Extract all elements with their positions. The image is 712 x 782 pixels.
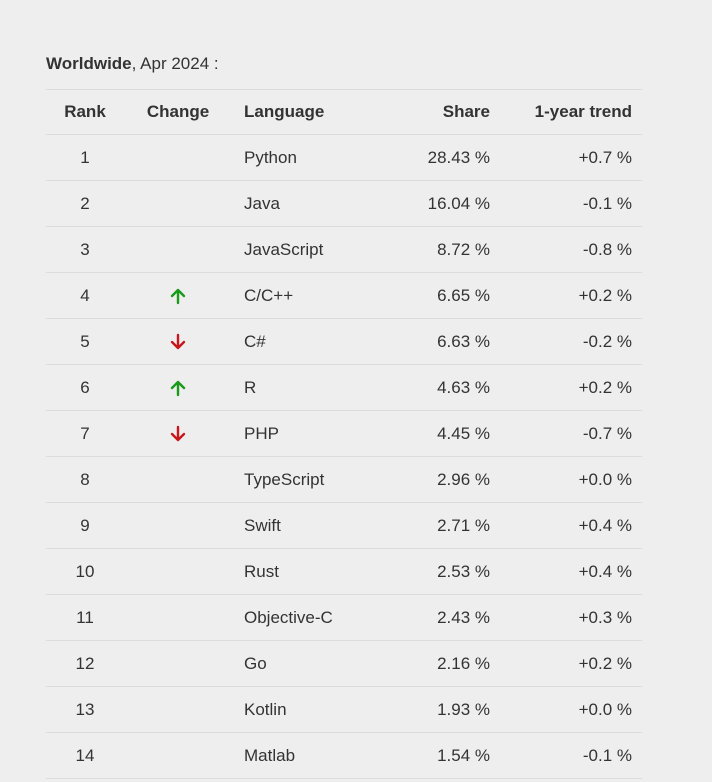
share-cell: 6.63 % [437,331,490,351]
rank-cell: 6 [80,377,90,397]
share-cell: 4.45 % [437,423,490,443]
trend-cell: +0.4 % [578,515,632,535]
change-cell [124,332,232,352]
trend-cell: -0.1 % [582,745,632,765]
table-row: 8 TypeScript 2.96 % +0.0 % [46,457,642,503]
table-row: 13 Kotlin 1.93 % +0.0 % [46,687,642,733]
rank-cell: 14 [75,745,95,765]
arrow-down-icon [170,333,186,349]
trend-cell: +0.0 % [578,699,632,719]
trend-cell: +0.7 % [578,147,632,167]
language-cell: Java [244,193,280,213]
header-trend: 1-year trend [534,102,632,121]
share-cell: 2.96 % [437,469,490,489]
share-cell: 2.71 % [437,515,490,535]
trend-cell: +0.0 % [578,469,632,489]
share-cell: 2.16 % [437,653,490,673]
rank-cell: 1 [80,147,90,167]
change-cell [124,286,232,306]
rank-cell: 2 [80,193,90,213]
rank-cell: 9 [80,515,90,535]
language-cell: R [244,377,257,397]
rank-cell: 13 [75,699,95,719]
share-cell: 8.72 % [437,239,490,259]
rank-cell: 12 [75,653,95,673]
language-cell: Matlab [244,745,296,765]
language-cell: C# [244,331,266,351]
language-ranking-table: Rank Change Language Share 1-year trend … [46,89,642,779]
table-row: 10 Rust 2.53 % +0.4 % [46,549,642,595]
language-cell: Python [244,147,297,167]
rank-cell: 3 [80,239,90,259]
language-cell: Kotlin [244,699,287,719]
trend-cell: -0.7 % [582,423,632,443]
language-cell: C/C++ [244,285,294,305]
change-cell [124,424,232,444]
table-row: 6 R 4.63 % +0.2 % [46,365,642,411]
rank-cell: 11 [76,607,94,627]
table-row: 4 C/C++ 6.65 % +0.2 % [46,273,642,319]
rank-cell: 5 [80,331,90,351]
table-row: 1 Python 28.43 % +0.7 % [46,135,642,181]
caption-date: , Apr 2024 : [131,54,219,73]
table-header-row: Rank Change Language Share 1-year trend [46,89,642,135]
language-cell: JavaScript [244,239,324,259]
header-change: Change [146,102,210,121]
trend-cell: +0.3 % [578,607,632,627]
change-cell [124,378,232,398]
trend-cell: +0.2 % [578,285,632,305]
table-row: 11 Objective-C 2.43 % +0.3 % [46,595,642,641]
language-cell: TypeScript [244,469,325,489]
header-language: Language [244,102,325,121]
table-row: 12 Go 2.16 % +0.2 % [46,641,642,687]
table-row: 5 C# 6.63 % -0.2 % [46,319,642,365]
trend-cell: +0.2 % [578,653,632,673]
table-caption: Worldwide, Apr 2024 : [46,53,219,75]
trend-cell: -0.1 % [582,193,632,213]
header-share: Share [442,102,490,121]
share-cell: 2.43 % [437,607,490,627]
share-cell: 16.04 % [427,193,490,213]
rank-cell: 7 [80,423,90,443]
table-row: 2 Java 16.04 % -0.1 % [46,181,642,227]
share-cell: 1.93 % [437,699,490,719]
language-cell: Objective-C [244,607,333,627]
rank-cell: 8 [80,469,90,489]
table-row: 14 Matlab 1.54 % -0.1 % [46,733,642,779]
trend-cell: +0.2 % [578,377,632,397]
table-row: 9 Swift 2.71 % +0.4 % [46,503,642,549]
rank-cell: 4 [80,285,90,305]
language-cell: Go [244,653,267,673]
share-cell: 1.54 % [437,745,490,765]
share-cell: 28.43 % [427,147,490,167]
trend-cell: -0.2 % [582,331,632,351]
caption-region: Worldwide [46,54,132,73]
trend-cell: -0.8 % [582,239,632,259]
language-cell: PHP [244,423,279,443]
table-body: 1 Python 28.43 % +0.7 % 2 Java 16.04 % -0.1 % 3 J… [46,135,642,779]
table-row: 7 PHP 4.45 % -0.7 % [46,411,642,457]
share-cell: 4.63 % [437,377,490,397]
arrow-down-icon [170,425,186,441]
arrow-up-icon [170,380,186,396]
rank-cell: 10 [75,561,95,581]
header-rank: Rank [64,102,106,121]
share-cell: 2.53 % [437,561,490,581]
language-cell: Swift [244,515,281,535]
table-row: 3 JavaScript 8.72 % -0.8 % [46,227,642,273]
arrow-up-icon [170,288,186,304]
language-cell: Rust [244,561,279,581]
trend-cell: +0.4 % [578,561,632,581]
share-cell: 6.65 % [437,285,490,305]
